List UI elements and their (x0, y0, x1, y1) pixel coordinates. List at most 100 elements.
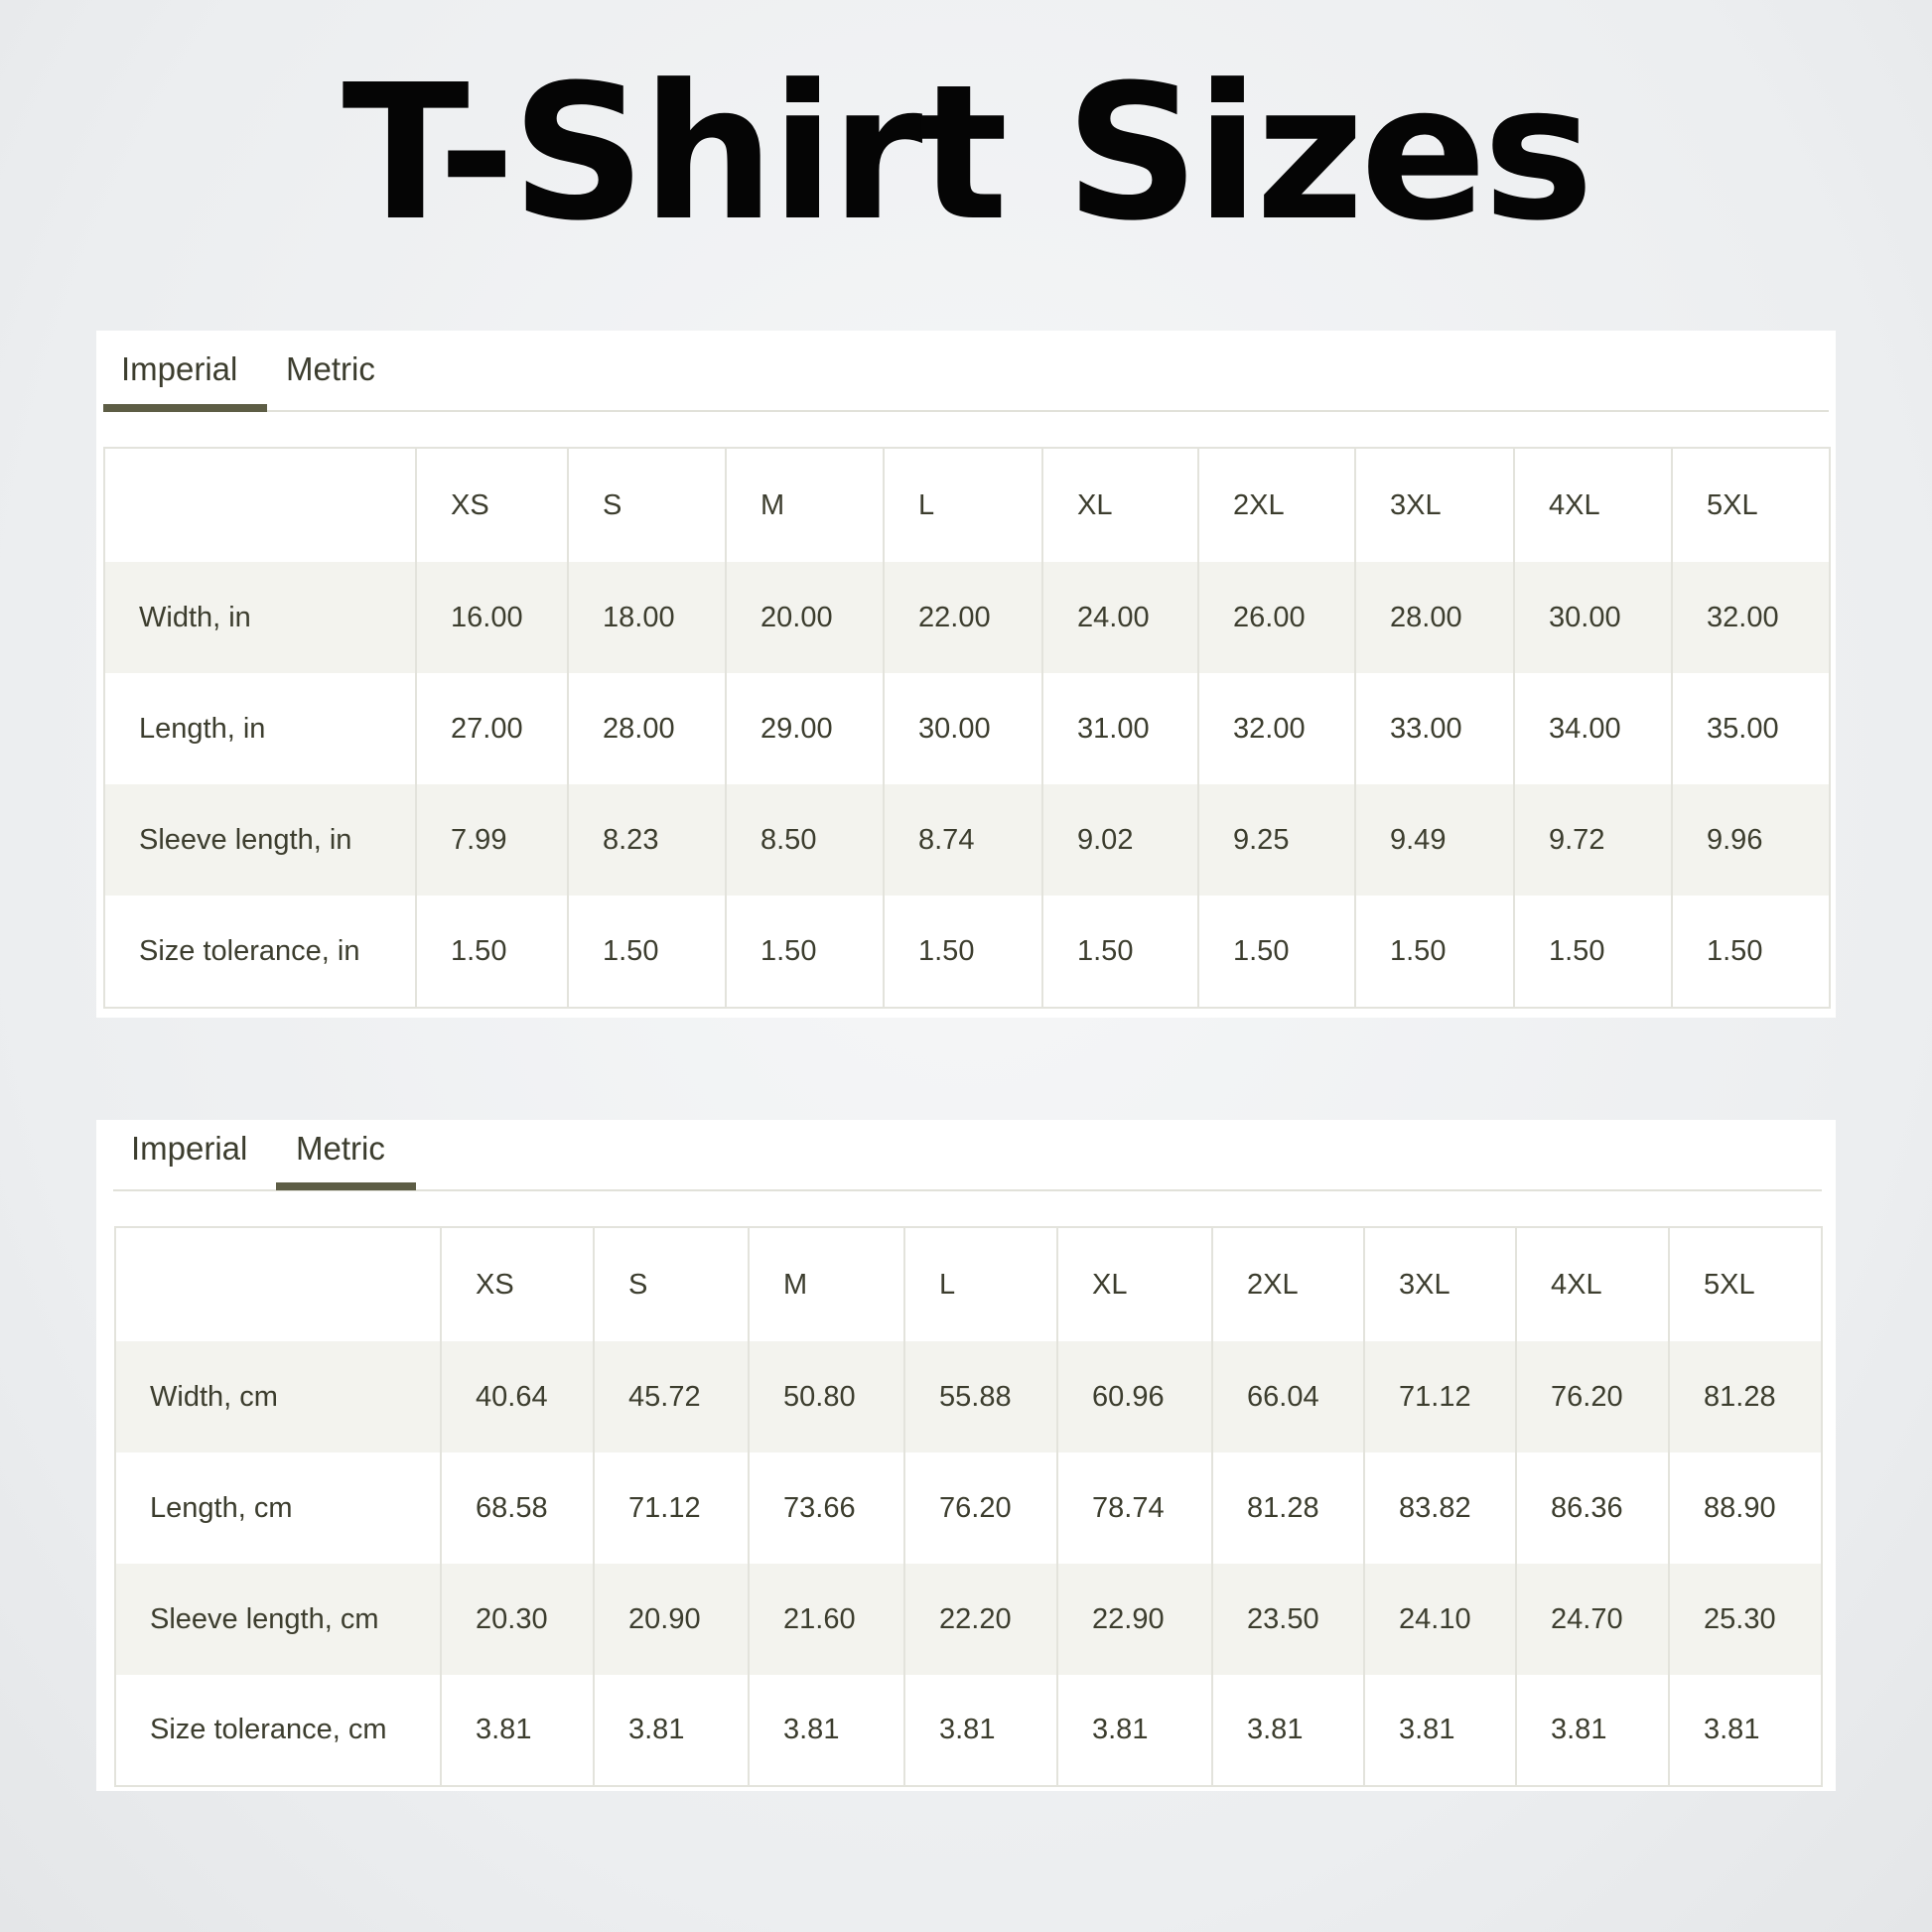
row-label: Length, cm (114, 1452, 442, 1564)
table-row: Sleeve length, cm 20.30 20.90 21.60 22.20 22.… (114, 1564, 1823, 1675)
size-header: M (748, 1227, 905, 1341)
header-row: XS S M L XL 2XL 3XL 4XL 5XL (114, 1227, 1823, 1341)
size-header: XL (1056, 1227, 1213, 1341)
measurement-cell: 9.72 (1513, 784, 1673, 896)
measurement-cell: 3.81 (1211, 1675, 1365, 1786)
row-label: Size tolerance, in (103, 896, 417, 1008)
measurement-cell: 30.00 (883, 673, 1043, 784)
size-header: S (593, 1227, 750, 1341)
measurement-cell: 22.90 (1056, 1564, 1213, 1675)
imperial-size-table: XS S M L XL 2XL 3XL 4XL 5XL Width, in 16.00 18.00 20… (103, 447, 1831, 1009)
measurement-cell: 30.00 (1513, 562, 1673, 673)
measurement-cell: 3.81 (1668, 1675, 1823, 1786)
measurement-cell: 22.20 (903, 1564, 1058, 1675)
size-header: 4XL (1515, 1227, 1670, 1341)
size-header: 3XL (1363, 1227, 1517, 1341)
measurement-cell: 20.30 (440, 1564, 595, 1675)
tab-metric[interactable]: Metric (296, 1130, 385, 1167)
metric-size-table: XS S M L XL 2XL 3XL 4XL 5XL Width, cm 40.64 45.72 50… (114, 1226, 1823, 1787)
measurement-cell: 9.96 (1671, 784, 1831, 896)
measurement-cell: 83.82 (1363, 1452, 1517, 1564)
size-header: 2XL (1197, 448, 1356, 562)
imperial-size-panel: Imperial Metric XS S M L XL 2XL 3XL 4XL 5XL Width… (96, 331, 1836, 1018)
measurement-cell: 88.90 (1668, 1452, 1823, 1564)
table-row: Width, in 16.00 18.00 20.00 22.00 24.00 26.00 2… (103, 562, 1831, 673)
measurement-cell: 1.50 (1671, 896, 1831, 1008)
unit-tabs: Imperial Metric (96, 331, 1836, 430)
tab-imperial[interactable]: Imperial (131, 1130, 248, 1167)
measurement-cell: 24.00 (1041, 562, 1199, 673)
measurement-cell: 9.49 (1354, 784, 1515, 896)
measurement-cell: 71.12 (1363, 1341, 1517, 1452)
measurement-cell: 1.50 (725, 896, 885, 1008)
measurement-cell: 16.00 (415, 562, 569, 673)
measurement-cell: 28.00 (567, 673, 727, 784)
tab-metric[interactable]: Metric (286, 350, 375, 387)
measurement-cell: 1.50 (883, 896, 1043, 1008)
measurement-cell: 24.70 (1515, 1564, 1670, 1675)
measurement-cell: 28.00 (1354, 562, 1515, 673)
header-row: XS S M L XL 2XL 3XL 4XL 5XL (103, 448, 1831, 562)
active-tab-indicator (276, 1182, 416, 1190)
measurement-cell: 76.20 (1515, 1341, 1670, 1452)
size-header: 5XL (1668, 1227, 1823, 1341)
measurement-cell: 73.66 (748, 1452, 905, 1564)
measurement-cell: 76.20 (903, 1452, 1058, 1564)
measurement-cell: 33.00 (1354, 673, 1515, 784)
table-row: Size tolerance, in 1.50 1.50 1.50 1.50 1.50 1.… (103, 896, 1831, 1008)
tab-divider (113, 1189, 1822, 1191)
measurement-cell: 1.50 (415, 896, 569, 1008)
table-row: Sleeve length, in 7.99 8.23 8.50 8.74 9.02 9.2… (103, 784, 1831, 896)
measurement-cell: 27.00 (415, 673, 569, 784)
row-label: Length, in (103, 673, 417, 784)
row-label: Width, cm (114, 1341, 442, 1452)
size-header: XL (1041, 448, 1199, 562)
row-label: Sleeve length, cm (114, 1564, 442, 1675)
measurement-cell: 81.28 (1211, 1452, 1365, 1564)
measurement-cell: 26.00 (1197, 562, 1356, 673)
size-header: L (903, 1227, 1058, 1341)
tab-imperial[interactable]: Imperial (121, 350, 238, 387)
measurement-cell: 32.00 (1197, 673, 1356, 784)
measurement-cell: 20.00 (725, 562, 885, 673)
unit-tabs: Imperial Metric (96, 1120, 1836, 1219)
size-header: 5XL (1671, 448, 1831, 562)
measurement-cell: 40.64 (440, 1341, 595, 1452)
measurement-cell: 21.60 (748, 1564, 905, 1675)
tab-divider (103, 410, 1829, 412)
table-row: Size tolerance, cm 3.81 3.81 3.81 3.81 3.81 3.… (114, 1675, 1823, 1786)
measurement-cell: 78.74 (1056, 1452, 1213, 1564)
measurement-cell: 1.50 (1041, 896, 1199, 1008)
measurement-cell: 71.12 (593, 1452, 750, 1564)
size-header: M (725, 448, 885, 562)
size-header: XS (440, 1227, 595, 1341)
measurement-cell: 3.81 (903, 1675, 1058, 1786)
measurement-cell: 86.36 (1515, 1452, 1670, 1564)
measurement-cell: 35.00 (1671, 673, 1831, 784)
size-header: S (567, 448, 727, 562)
measurement-cell: 7.99 (415, 784, 569, 896)
measurement-cell: 68.58 (440, 1452, 595, 1564)
measurement-cell: 3.81 (593, 1675, 750, 1786)
table-row: Length, cm 68.58 71.12 73.66 76.20 78.74 81.28… (114, 1452, 1823, 1564)
measurement-cell: 20.90 (593, 1564, 750, 1675)
table-row: Width, cm 40.64 45.72 50.80 55.88 60.96 66.04 7… (114, 1341, 1823, 1452)
row-label: Width, in (103, 562, 417, 673)
measurement-cell: 1.50 (1354, 896, 1515, 1008)
measurement-cell: 8.23 (567, 784, 727, 896)
measurement-cell: 1.50 (567, 896, 727, 1008)
measurement-cell: 81.28 (1668, 1341, 1823, 1452)
table-row: Length, in 27.00 28.00 29.00 30.00 31.00 32.00… (103, 673, 1831, 784)
measurement-cell: 9.02 (1041, 784, 1199, 896)
measurement-cell: 31.00 (1041, 673, 1199, 784)
corner-cell (114, 1227, 442, 1341)
measurement-cell: 25.30 (1668, 1564, 1823, 1675)
size-header: 3XL (1354, 448, 1515, 562)
measurement-cell: 22.00 (883, 562, 1043, 673)
page-title: T-Shirt Sizes (342, 45, 1593, 262)
measurement-cell: 8.74 (883, 784, 1043, 896)
active-tab-indicator (103, 404, 267, 412)
size-header: 4XL (1513, 448, 1673, 562)
measurement-cell: 66.04 (1211, 1341, 1365, 1452)
row-label: Sleeve length, in (103, 784, 417, 896)
